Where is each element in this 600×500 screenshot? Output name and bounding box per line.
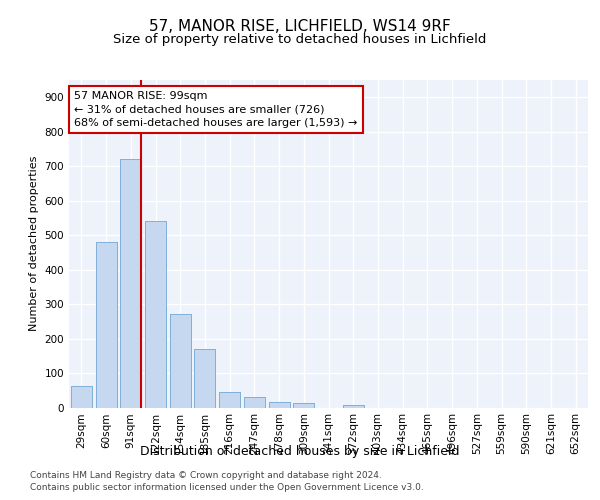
Bar [170, 314, 191, 408]
Text: 57 MANOR RISE: 99sqm
← 31% of detached houses are smaller (726)
68% of semi-deta: 57 MANOR RISE: 99sqm ← 31% of detached h… [74, 92, 358, 128]
Bar [219, 392, 240, 407]
Bar [244, 397, 265, 407]
Bar [145, 222, 166, 408]
Bar [194, 349, 215, 408]
Text: 57, MANOR RISE, LICHFIELD, WS14 9RF: 57, MANOR RISE, LICHFIELD, WS14 9RF [149, 19, 451, 34]
Bar [95, 242, 116, 408]
Bar [194, 349, 215, 408]
Bar [343, 404, 364, 407]
Text: Size of property relative to detached houses in Lichfield: Size of property relative to detached ho… [113, 33, 487, 46]
Bar [219, 392, 240, 407]
Text: Distribution of detached houses by size in Lichfield: Distribution of detached houses by size … [140, 444, 460, 458]
Bar [120, 160, 141, 408]
Bar [269, 402, 290, 407]
Bar [71, 386, 92, 407]
Bar [293, 404, 314, 407]
Text: Contains HM Land Registry data © Crown copyright and database right 2024.: Contains HM Land Registry data © Crown c… [30, 472, 382, 480]
Bar [71, 386, 92, 407]
Bar [120, 160, 141, 408]
Bar [95, 242, 116, 408]
Bar [343, 404, 364, 407]
Bar [269, 402, 290, 407]
Bar [244, 397, 265, 407]
Bar [170, 314, 191, 408]
Y-axis label: Number of detached properties: Number of detached properties [29, 156, 39, 332]
Bar [293, 404, 314, 407]
Bar [145, 222, 166, 408]
Text: Contains public sector information licensed under the Open Government Licence v3: Contains public sector information licen… [30, 483, 424, 492]
